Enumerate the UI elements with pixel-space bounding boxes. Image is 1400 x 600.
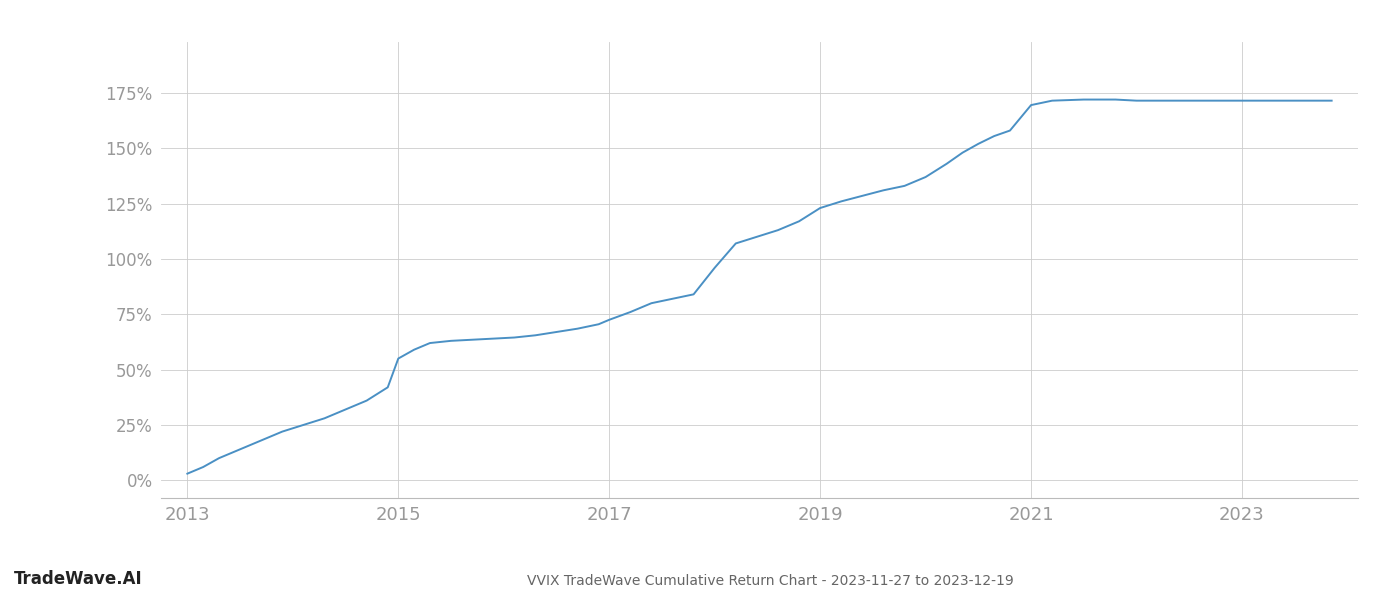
Text: VVIX TradeWave Cumulative Return Chart - 2023-11-27 to 2023-12-19: VVIX TradeWave Cumulative Return Chart -…	[526, 574, 1014, 588]
Text: TradeWave.AI: TradeWave.AI	[14, 570, 143, 588]
